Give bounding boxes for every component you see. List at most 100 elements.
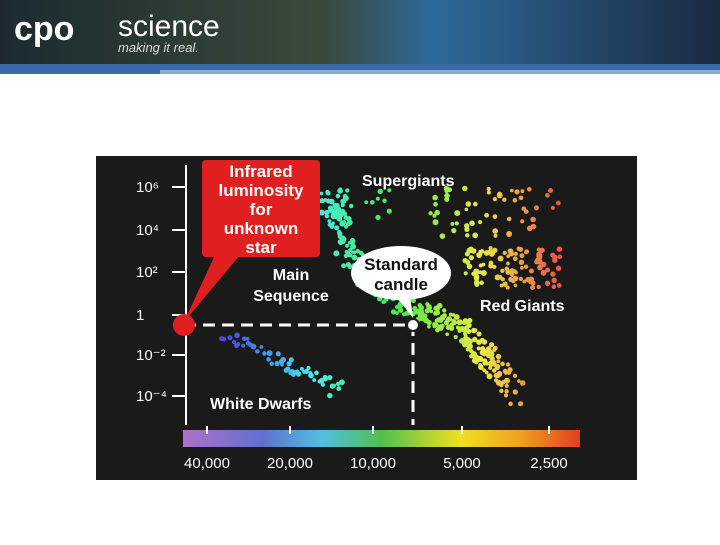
star	[410, 298, 416, 304]
star	[465, 233, 470, 238]
star	[266, 350, 273, 357]
star	[480, 348, 485, 352]
star	[255, 349, 260, 354]
star	[370, 200, 375, 205]
star	[494, 363, 500, 369]
star	[227, 335, 233, 341]
star	[340, 198, 346, 205]
star	[480, 270, 487, 276]
star	[462, 341, 468, 348]
star	[324, 213, 330, 219]
star	[518, 276, 524, 282]
main-sequence-label: Main	[273, 267, 309, 284]
star	[390, 309, 397, 315]
star	[280, 356, 286, 363]
brand: cpo	[14, 10, 74, 48]
star	[509, 188, 514, 193]
star	[345, 262, 352, 268]
star	[496, 359, 501, 364]
star	[340, 203, 345, 208]
star	[335, 193, 341, 199]
star	[338, 379, 345, 386]
star	[350, 243, 357, 250]
star	[530, 216, 536, 223]
candle-bubble	[351, 246, 451, 300]
star	[342, 237, 347, 241]
star	[486, 190, 491, 195]
star	[466, 263, 473, 270]
star	[364, 200, 369, 205]
star	[517, 379, 521, 383]
star	[433, 310, 438, 316]
y-tick-label: 10⁴	[136, 222, 159, 239]
star	[517, 401, 524, 407]
y-tick-label: 10²	[136, 264, 158, 281]
star	[436, 302, 443, 309]
star	[248, 342, 253, 348]
star	[514, 270, 518, 275]
star	[505, 285, 510, 290]
star	[429, 309, 434, 314]
star	[327, 205, 333, 211]
unknown-star	[173, 314, 195, 336]
star	[497, 274, 503, 280]
star	[333, 207, 339, 214]
star	[482, 352, 487, 357]
star	[545, 267, 551, 273]
star	[454, 210, 461, 217]
star	[514, 189, 520, 195]
red-giants-label: Red Giants	[480, 298, 565, 315]
star	[476, 252, 482, 259]
star	[476, 331, 482, 337]
star	[557, 254, 563, 260]
callout-text: for	[250, 200, 273, 219]
x-tick-label: 10,000	[350, 455, 396, 472]
star	[386, 208, 392, 214]
star	[432, 213, 437, 218]
hr-diagram: 10⁶ 10⁴ 10² 1 10⁻² 10⁻⁴ 40,000 20,000 10,000 5,00…	[96, 156, 637, 480]
star	[245, 336, 250, 341]
candle-text: Standard	[364, 255, 438, 274]
star	[492, 247, 498, 253]
star	[506, 231, 513, 237]
star	[552, 257, 558, 263]
star	[488, 246, 493, 251]
star	[556, 282, 562, 288]
star	[274, 360, 280, 367]
star	[488, 365, 493, 370]
star	[336, 215, 343, 222]
star	[493, 233, 498, 238]
star	[461, 320, 467, 326]
white-dwarfs-label: White Dwarfs	[210, 396, 311, 413]
star	[375, 196, 380, 201]
star	[482, 358, 488, 364]
star	[417, 303, 423, 308]
callout-text: Infrared	[229, 162, 292, 181]
x-tick-label: 20,000	[267, 455, 313, 472]
star	[523, 209, 529, 214]
star	[545, 192, 550, 198]
star	[508, 401, 513, 407]
star	[464, 226, 470, 233]
star	[492, 347, 497, 352]
star	[496, 192, 503, 199]
callout-text: star	[245, 238, 277, 257]
star	[492, 214, 498, 219]
brand-name: science	[118, 10, 220, 43]
star	[448, 312, 453, 317]
star	[525, 276, 531, 283]
star	[504, 389, 509, 394]
star	[518, 195, 524, 201]
star	[398, 307, 404, 313]
star	[355, 248, 360, 254]
star	[504, 383, 509, 388]
star	[288, 357, 294, 363]
star	[495, 353, 502, 360]
star	[502, 197, 507, 202]
star	[333, 250, 340, 257]
star	[471, 358, 477, 364]
y-tick-label: 10⁶	[136, 179, 159, 196]
star	[395, 311, 399, 315]
star	[463, 271, 468, 276]
star	[262, 351, 267, 356]
